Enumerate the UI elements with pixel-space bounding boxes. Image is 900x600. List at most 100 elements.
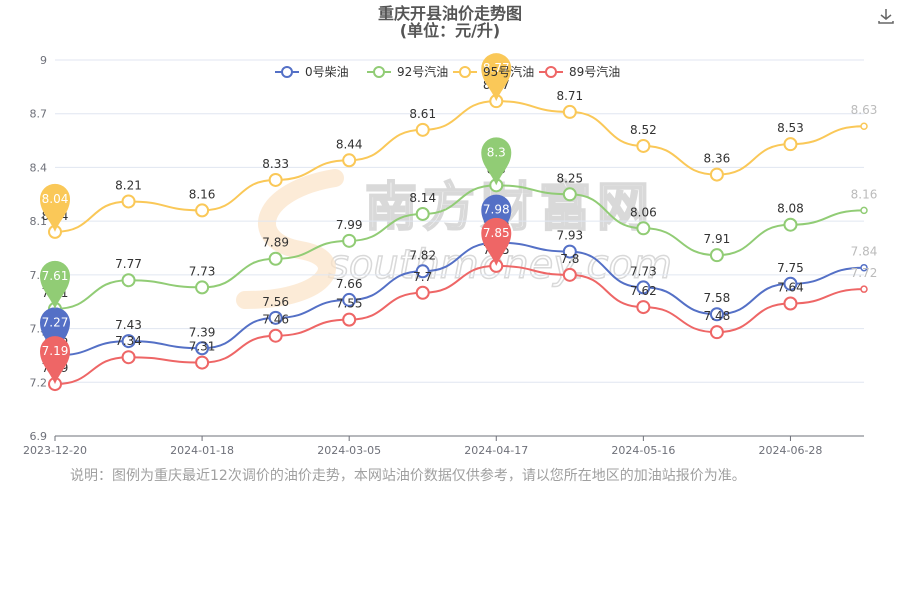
y-tick-label: 7.2	[30, 376, 48, 389]
data-point[interactable]	[415, 285, 430, 300]
legend-label: 0号柴油	[305, 65, 349, 79]
data-point[interactable]	[860, 122, 868, 130]
data-label: 7.7	[413, 270, 432, 284]
x-tick-label: 2024-06-28	[758, 444, 822, 457]
pin-shape	[481, 53, 512, 102]
data-point[interactable]	[415, 122, 430, 137]
y-tick-label: 8.4	[30, 161, 48, 174]
data-label: 7.64	[777, 281, 804, 295]
data-label: 7.8	[560, 252, 579, 266]
data-point[interactable]	[860, 263, 868, 272]
y-axis: 6.97.27.57.88.18.48.79	[30, 54, 48, 443]
data-point[interactable]	[268, 310, 283, 325]
data-label: 8.52	[630, 123, 657, 137]
data-point[interactable]	[268, 172, 283, 187]
data-point[interactable]	[195, 355, 210, 370]
data-point[interactable]	[636, 138, 651, 153]
data-point[interactable]	[860, 206, 868, 215]
data-point[interactable]	[783, 296, 798, 311]
legend-item[interactable]: 0号柴油	[275, 65, 349, 79]
x-tick-label: 2024-03-05	[317, 444, 381, 457]
download-icon[interactable]	[876, 6, 896, 26]
data-point[interactable]	[709, 248, 724, 263]
marker-pin: 8.3	[481, 137, 512, 186]
pin-label: 7.98	[483, 203, 510, 217]
data-point[interactable]	[860, 285, 868, 293]
data-point[interactable]	[636, 280, 651, 295]
data-point[interactable]	[562, 104, 577, 119]
x-axis: 2023-12-20 2024-01-18 2024-03-05 2024-04-17…	[23, 435, 864, 457]
data-point[interactable]	[562, 187, 577, 202]
marker-pin: 7.61	[40, 260, 70, 309]
data-label: 7.73	[630, 264, 657, 278]
data-label: 8.63	[851, 103, 878, 117]
data-label: 8.33	[262, 157, 289, 171]
data-label: 7.39	[189, 325, 216, 339]
legend-item[interactable]: 89号汽油	[539, 64, 620, 79]
data-point[interactable]	[636, 300, 651, 315]
data-label: 7.84	[851, 245, 878, 259]
legend-marker	[545, 66, 557, 78]
line-chart: 南方财富网southmoney.com 6.97.27.57.88.18.48.…	[23, 53, 878, 457]
data-label: 8.06	[630, 205, 657, 219]
data-label: 8.25	[556, 171, 583, 185]
pin-label: 8.04	[42, 192, 69, 206]
data-label: 7.58	[704, 291, 731, 305]
data-point[interactable]	[121, 194, 136, 209]
data-point[interactable]	[342, 292, 357, 307]
data-point[interactable]	[268, 328, 283, 343]
data-point[interactable]	[783, 137, 798, 152]
data-point[interactable]	[709, 325, 724, 340]
data-point[interactable]	[121, 350, 136, 365]
x-tick-label: 2023-12-20	[23, 444, 87, 457]
data-point[interactable]	[415, 264, 430, 279]
data-point[interactable]	[195, 280, 210, 295]
data-label: 7.73	[189, 264, 216, 278]
y-tick-label: 6.9	[30, 430, 48, 443]
data-point[interactable]	[562, 244, 577, 259]
pin-label: 8.77	[483, 61, 510, 75]
watermark-logo	[236, 169, 344, 309]
legend-item[interactable]: 92号汽油	[367, 64, 448, 79]
data-point[interactable]	[783, 276, 798, 291]
marker-pin: 8.77	[481, 53, 512, 102]
data-label: 7.82	[409, 248, 436, 262]
marker-pins: 7.27 7.98 7.61 8.3 8.04 8.77 7.19 7.85	[40, 53, 512, 385]
data-label: 7.62	[630, 284, 657, 298]
pin-label: 7.85	[483, 226, 510, 240]
x-tick-label: 2024-01-18	[170, 444, 234, 457]
series-line	[54, 264, 865, 386]
data-point[interactable]	[342, 233, 357, 248]
data-point[interactable]	[783, 217, 798, 232]
data-label: 8.71	[556, 89, 583, 103]
data-point[interactable]	[195, 341, 210, 356]
pin-shape	[40, 260, 70, 309]
data-label: 8.08	[777, 202, 804, 216]
data-point[interactable]	[342, 312, 357, 327]
data-point[interactable]	[342, 153, 357, 168]
data-point[interactable]	[636, 221, 651, 236]
data-label: 7.91	[704, 232, 731, 246]
marker-pin: 7.19	[40, 336, 70, 385]
pin-label: 7.19	[42, 344, 69, 358]
legend-marker	[281, 66, 293, 78]
data-label: 7.48	[704, 309, 731, 323]
pin-label: 8.3	[487, 145, 506, 159]
data-point[interactable]	[562, 267, 577, 282]
legend[interactable]: 0号柴油 92号汽油 95号汽油 89号汽油	[275, 64, 620, 79]
data-point[interactable]	[121, 273, 136, 288]
pin-shape	[481, 137, 512, 186]
y-tick-label: 9	[40, 54, 47, 67]
data-point[interactable]	[709, 167, 724, 182]
data-point[interactable]	[415, 206, 430, 221]
legend-marker	[459, 66, 471, 78]
legend-item[interactable]: 95号汽油	[453, 64, 534, 79]
marker-pin: 8.04	[40, 183, 70, 232]
data-point[interactable]	[268, 251, 283, 266]
data-point[interactable]	[195, 203, 210, 218]
data-label: 8.53	[777, 121, 804, 135]
data-point[interactable]	[121, 334, 136, 349]
legend-label: 89号汽油	[569, 64, 620, 79]
pin-shape	[40, 183, 70, 232]
data-point[interactable]	[709, 307, 724, 322]
